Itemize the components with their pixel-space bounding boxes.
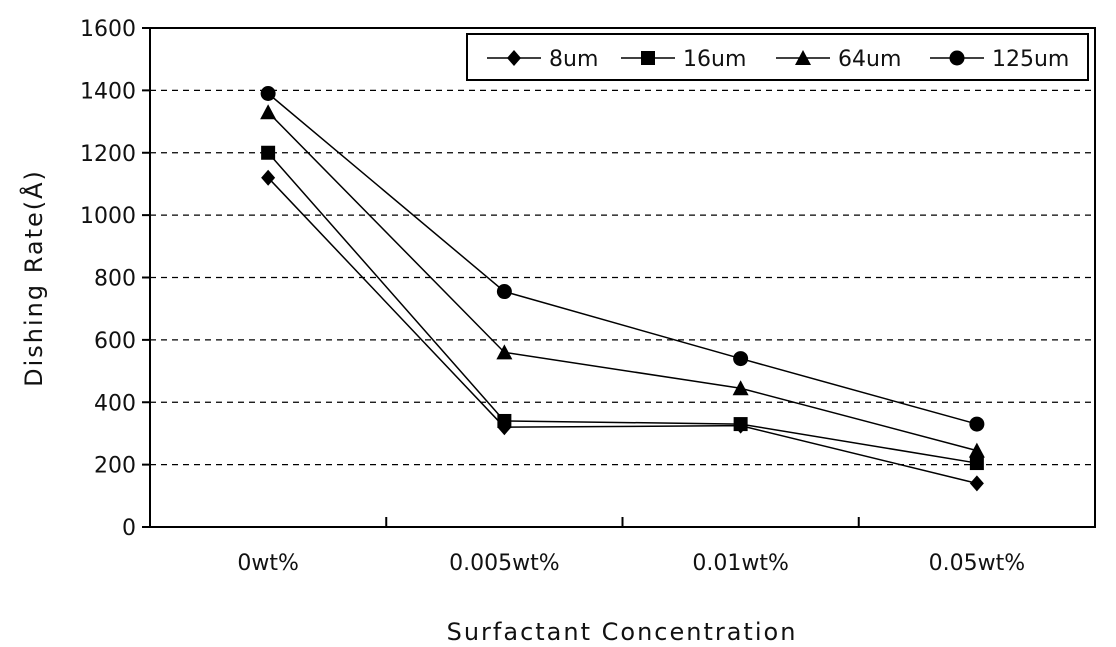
y-tick-label: 1600 bbox=[80, 17, 136, 42]
y-axis-title: Dishing Rate(Å) bbox=[19, 169, 48, 387]
gridlines bbox=[150, 90, 1095, 464]
data-point-125um bbox=[497, 284, 512, 299]
x-tick-label: 0wt% bbox=[237, 551, 299, 576]
data-point-8um bbox=[970, 475, 984, 491]
data-point-64um bbox=[260, 104, 276, 119]
y-tick-label: 1200 bbox=[80, 142, 136, 167]
legend-marker-circle bbox=[950, 51, 965, 66]
x-tick-label: 0.005wt% bbox=[449, 551, 560, 576]
series-group bbox=[260, 86, 985, 491]
series-125um bbox=[261, 86, 985, 432]
data-point-16um bbox=[261, 146, 275, 160]
series-line-16um bbox=[268, 153, 977, 463]
y-tick-label: 0 bbox=[122, 516, 136, 541]
y-tick-label: 1400 bbox=[80, 79, 136, 104]
series-line-125um bbox=[268, 93, 977, 424]
legend-label: 125um bbox=[992, 47, 1069, 72]
data-point-16um bbox=[734, 417, 748, 431]
legend-label: 64um bbox=[838, 47, 901, 72]
series-16um bbox=[261, 146, 984, 470]
y-tick-label: 200 bbox=[94, 454, 136, 479]
x-axis-title: Surfactant Concentration bbox=[447, 618, 798, 646]
legend-label: 16um bbox=[683, 47, 746, 72]
y-tick-label: 600 bbox=[94, 329, 136, 354]
legend: 8um 16um 64um 125um bbox=[467, 34, 1088, 80]
series-line-8um bbox=[268, 178, 977, 484]
data-point-64um bbox=[969, 443, 985, 458]
y-tick-label: 1000 bbox=[80, 204, 136, 229]
data-point-125um bbox=[261, 86, 276, 101]
y-axis: 0 200 400 600 800 1000 1200 1400 1600 bbox=[80, 17, 150, 541]
series-8um bbox=[261, 170, 984, 492]
y-tick-label: 800 bbox=[94, 267, 136, 292]
y-tick-label: 400 bbox=[94, 391, 136, 416]
data-point-125um bbox=[969, 417, 984, 432]
legend-label: 8um bbox=[549, 47, 598, 72]
data-point-16um bbox=[497, 414, 511, 428]
series-line-64um bbox=[268, 112, 977, 450]
data-point-125um bbox=[733, 351, 748, 366]
data-point-16um bbox=[970, 456, 984, 470]
x-tick-label: 0.05wt% bbox=[929, 551, 1026, 576]
x-tick-label: 0.01wt% bbox=[692, 551, 789, 576]
series-64um bbox=[260, 104, 985, 457]
legend-marker-square bbox=[641, 51, 655, 65]
x-axis: 0wt% 0.005wt% 0.01wt% 0.05wt% bbox=[237, 517, 1025, 576]
